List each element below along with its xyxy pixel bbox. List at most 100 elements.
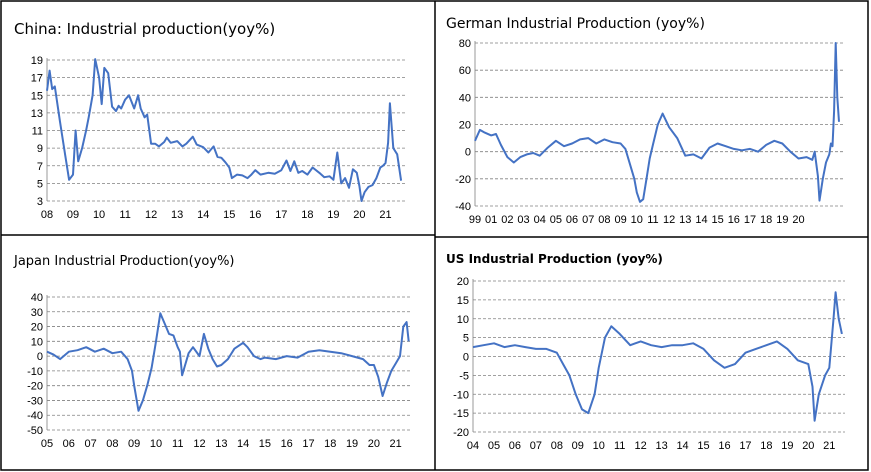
- x-tick-label: 19: [327, 209, 339, 221]
- y-tick-label: 17: [31, 73, 43, 85]
- x-tick-label: 18: [324, 438, 336, 450]
- x-tick-label: 05: [550, 214, 562, 226]
- y-tick-label: 0: [463, 352, 469, 364]
- china-chart-panel: China: Industrial production(yoy%) 3 5 7 9 1…: [14, 20, 405, 221]
- x-tick-label: 18: [760, 214, 772, 226]
- x-tick-label: 20: [353, 209, 365, 221]
- y-tick-label: 0: [465, 147, 471, 159]
- chart-title: China: Industrial production(yoy%): [14, 20, 275, 38]
- y-tick-label: -15: [453, 408, 469, 420]
- x-tick-label: 05: [488, 440, 500, 452]
- x-tick-label: 09: [128, 438, 140, 450]
- x-tick-label: 07: [582, 214, 594, 226]
- x-tick-label: 10: [93, 209, 105, 221]
- x-tick-label: 08: [551, 440, 563, 452]
- us-chart-panel: US Industrial Production (yoy%) -20 -15 -1…: [446, 252, 845, 452]
- x-tick-label: 13: [171, 209, 183, 221]
- y-tick-label: 20: [457, 276, 469, 288]
- x-tick-label: 17: [744, 214, 756, 226]
- y-tick-label: 60: [459, 65, 471, 77]
- y-tick-label: 10: [31, 336, 43, 348]
- x-tick-label: 14: [695, 214, 707, 226]
- x-tick-label: 05: [41, 438, 53, 450]
- plot-area: -40 -20 0 20 40 60 80 99 01 02 03 04 05 06 07 08 09 10 11 1…: [455, 38, 843, 226]
- x-tick-label: 19: [781, 440, 793, 452]
- x-tick-label: 08: [598, 214, 610, 226]
- y-tick-label: 40: [459, 92, 471, 104]
- x-tick-label: 15: [259, 438, 271, 450]
- x-tick-label: 01: [485, 214, 497, 226]
- series-line: [46, 58, 403, 202]
- x-tick-label: 19: [346, 438, 358, 450]
- x-tick-label: 11: [119, 209, 130, 221]
- x-tick-label: 08: [41, 209, 53, 221]
- x-tick-label: 06: [63, 438, 75, 450]
- y-tick-label: 20: [31, 322, 43, 334]
- y-tick-label: 20: [459, 120, 471, 132]
- x-tick-label: 17: [739, 440, 751, 452]
- y-tick-label: 11: [32, 126, 43, 138]
- x-tick-label: 10: [150, 438, 162, 450]
- y-tick-label: -20: [455, 174, 471, 186]
- x-tick-label: 17: [302, 438, 314, 450]
- y-tick-label: -10: [27, 366, 43, 378]
- x-tick-label: 21: [379, 209, 391, 221]
- x-tick-label: 15: [712, 214, 724, 226]
- x-tick-label: 13: [215, 438, 227, 450]
- x-tick-label: 09: [67, 209, 79, 221]
- x-tick-label: 20: [368, 438, 380, 450]
- y-tick-label: 15: [457, 295, 469, 307]
- series-line: [46, 312, 410, 412]
- y-tick-label: 15: [31, 90, 43, 102]
- y-tick-label: -20: [27, 381, 43, 393]
- y-tick-label: 30: [31, 307, 43, 319]
- series-line: [472, 291, 843, 422]
- x-tick-label: 04: [534, 214, 546, 226]
- x-tick-label: 13: [679, 214, 691, 226]
- x-tick-label: 06: [509, 440, 521, 452]
- x-tick-label: 06: [566, 214, 578, 226]
- plot-area: 3 5 7 9 11 13 15 17 19 08 09 10 11 12 13 14 15 16 17 18 19 20…: [31, 55, 405, 221]
- x-tick-label: 10: [593, 440, 605, 452]
- x-tick-label: 03: [517, 214, 529, 226]
- x-tick-label: 99: [469, 214, 481, 226]
- x-tick-label: 16: [281, 438, 293, 450]
- x-tick-label: 10: [631, 214, 643, 226]
- x-tick-label: 07: [530, 440, 542, 452]
- x-tick-label: 12: [145, 209, 157, 221]
- x-tick-label: 14: [237, 438, 249, 450]
- y-tick-label: 10: [457, 314, 469, 326]
- germany-chart-panel: German Industrial Production (yoy%) -40-…: [446, 16, 843, 226]
- plot-area: -50 -40 -30 -20 -10 0 10 20 30 40 05 06 07 08 09 10 11 12…: [27, 292, 412, 450]
- x-tick-label: 02: [501, 214, 513, 226]
- y-tick-label: 5: [463, 333, 469, 345]
- x-tick-label: 18: [301, 209, 313, 221]
- y-tick-label: -50: [27, 425, 43, 437]
- y-tick-label: -10: [453, 389, 469, 401]
- y-tick-label: 5: [37, 178, 43, 190]
- x-tick-label: 07: [84, 438, 96, 450]
- x-tick-label: 11: [647, 214, 658, 226]
- y-tick-label: 13: [31, 108, 43, 120]
- x-tick-label: 14: [676, 440, 688, 452]
- japan-chart-panel: Japan Industrial Production(yoy%) -50 -40…: [13, 254, 412, 450]
- x-tick-label: 20: [792, 214, 804, 226]
- x-tick-label: 13: [655, 440, 667, 452]
- x-tick-label: 20: [802, 440, 814, 452]
- x-tick-label: 09: [614, 214, 626, 226]
- x-tick-label: 19: [776, 214, 788, 226]
- y-tick-label: 19: [31, 55, 43, 67]
- y-tick-label: 0: [37, 351, 43, 363]
- y-tick-label: 40: [31, 292, 43, 304]
- y-tick-label: -40: [455, 201, 471, 213]
- x-tick-label: 21: [823, 440, 835, 452]
- x-tick-label: 12: [193, 438, 205, 450]
- chart-title: Japan Industrial Production(yoy%): [13, 254, 235, 269]
- x-tick-label: 15: [223, 209, 235, 221]
- y-tick-label: 80: [459, 38, 471, 50]
- x-tick-label: 16: [249, 209, 261, 221]
- y-tick-label: 7: [37, 161, 43, 173]
